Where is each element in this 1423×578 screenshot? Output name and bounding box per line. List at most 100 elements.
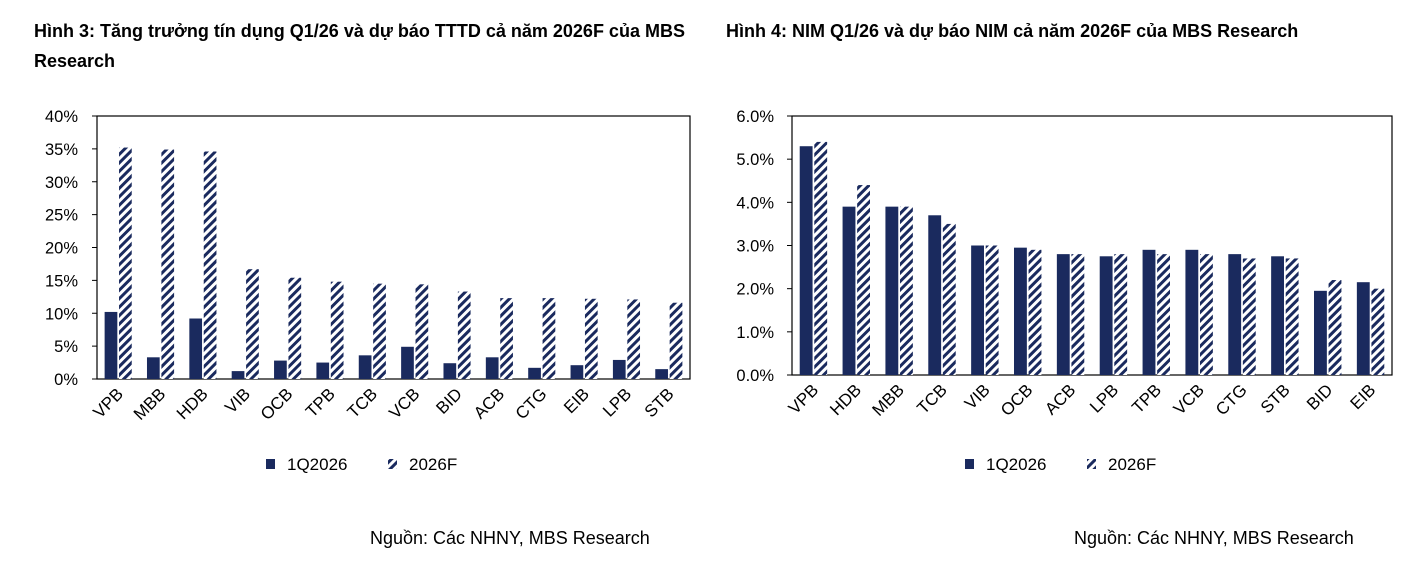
c1-bar-2026f-eib — [584, 298, 598, 379]
c2-legend-swatch — [1087, 459, 1096, 469]
c2-bar-2026f-stb — [1285, 258, 1299, 375]
c2-bar-1q2026-tpb — [1142, 249, 1156, 375]
c2-x-tick-label: LPB — [1086, 380, 1122, 416]
c1-bar-2026f-lpb — [627, 299, 641, 379]
c2-y-tick-label: 2.0% — [736, 281, 774, 299]
c2-bar-2026f-bid — [1328, 280, 1342, 375]
c2-bar-1q2026-eib — [1356, 282, 1370, 375]
c1-x-tick-label: TPB — [302, 384, 339, 421]
c1-bar-1q2026-lpb — [612, 359, 626, 379]
c1-bar-1q2026-mbb — [146, 357, 160, 379]
c1-bar-2026f-acb — [500, 298, 513, 379]
c2-y-tick-label: 4.0% — [736, 194, 774, 212]
c1-x-tick-label: LPB — [599, 384, 635, 420]
c2-x-tick-label: CTG — [1212, 380, 1251, 419]
c1-y-tick-label: 0% — [54, 371, 78, 389]
c1-legend-swatch — [266, 459, 275, 469]
c2-bar-2026f-vib — [985, 245, 999, 375]
c2-x-tick-label: ACB — [1041, 380, 1079, 418]
c2-bar-1q2026-lpb — [1099, 256, 1113, 375]
c2-bar-1q2026-hdb — [842, 206, 856, 375]
c1-bar-1q2026-acb — [485, 357, 499, 379]
c1-x-tick-label: TCB — [344, 384, 381, 421]
chart2-title: Hình 4: NIM Q1/26 và dự báo NIM cả năm 2… — [726, 21, 1299, 41]
c2-bar-1q2026-vcb — [1185, 249, 1199, 375]
c1-bar-2026f-mbb — [161, 149, 175, 379]
c2-x-tick-label: BID — [1303, 380, 1336, 413]
c1-x-tick-label: VCB — [385, 384, 423, 422]
c2-bar-2026f-acb — [1071, 254, 1085, 375]
c2-x-tick-label: TCB — [913, 380, 950, 417]
c1-x-tick-label: VPB — [90, 384, 127, 421]
c1-y-tick-label: 30% — [45, 174, 78, 192]
c1-bar-1q2026-vcb — [401, 346, 414, 379]
c2-bar-1q2026-ctg — [1228, 254, 1242, 375]
c1-x-tick-label: VIB — [221, 384, 254, 417]
c2-x-tick-label: MBB — [868, 380, 907, 419]
c1-x-tick-label: EIB — [560, 384, 593, 417]
c2-x-tick-label: STB — [1257, 380, 1294, 417]
c1-bar-1q2026-hdb — [189, 318, 203, 379]
c2-bar-2026f-ocb — [1028, 249, 1042, 375]
chart1-source: Nguồn: Các NHNY, MBS Research — [370, 528, 650, 548]
c2-bar-2026f-vpb — [814, 141, 828, 375]
c1-bar-2026f-tcb — [373, 283, 386, 379]
c1-y-tick-label: 20% — [45, 240, 78, 258]
c1-y-tick-label: 15% — [45, 272, 78, 290]
c1-bar-2026f-vcb — [415, 284, 429, 379]
c1-bar-1q2026-vib — [231, 371, 245, 379]
c1-y-tick-label: 35% — [45, 141, 78, 159]
c2-x-tick-label: VCB — [1170, 380, 1208, 418]
c1-x-tick-label: HDB — [173, 384, 212, 423]
c1-y-tick-label: 5% — [54, 338, 78, 356]
c1-bar-2026f-hdb — [203, 151, 217, 379]
c1-x-tick-label: CTG — [512, 384, 551, 423]
c1-bar-1q2026-bid — [443, 363, 457, 379]
c1-x-tick-label: BID — [432, 384, 465, 417]
c2-x-tick-label: EIB — [1347, 380, 1380, 413]
c1-bar-1q2026-stb — [655, 369, 668, 379]
c1-x-tick-label: STB — [641, 384, 678, 421]
c2-y-tick-label: 5.0% — [736, 151, 774, 169]
c1-bar-2026f-vib — [246, 269, 259, 379]
c1-bar-2026f-ocb — [288, 277, 302, 379]
nim-chart: 0.0% 1.0% 2.0% 3.0% 4.0% 5.0% 6.0% VPB HDB MBB TCB… — [736, 108, 1393, 474]
c2-x-tick-label: TPB — [1128, 380, 1165, 417]
c1-x-tick-label: ACB — [470, 384, 508, 422]
c2-bar-2026f-ctg — [1242, 258, 1256, 375]
c1-y-tick-label: 10% — [45, 305, 78, 323]
c1-bar-2026f-bid — [457, 291, 471, 379]
c1-bar-2026f-tpb — [330, 281, 344, 379]
c2-bar-1q2026-mbb — [885, 206, 899, 375]
c2-x-tick-label: VPB — [785, 380, 822, 417]
c1-bar-2026f-stb — [669, 302, 683, 379]
c1-x-tick-label: OCB — [257, 384, 296, 423]
credit-growth-chart: 0% 5% 10% 15% 20% 25% 30% 35% 40% VPB MBB HDB VIB OCB… — [45, 108, 691, 474]
c1-bar-1q2026-tpb — [316, 362, 330, 379]
c2-bar-1q2026-ocb — [1014, 247, 1027, 375]
c2-y-tick-label: 3.0% — [736, 238, 774, 256]
c2-legend-label: 1Q2026 — [986, 455, 1047, 474]
c2-bar-2026f-eib — [1371, 288, 1385, 375]
chart2-source: Nguồn: Các NHNY, MBS Research — [1074, 528, 1354, 548]
chart1-title: Hình 3: Tăng trưởng tín dụng Q1/26 và dự… — [34, 21, 685, 71]
c2-bar-2026f-tcb — [942, 223, 956, 375]
c2-y-tick-label: 1.0% — [736, 324, 774, 342]
c2-bar-1q2026-acb — [1056, 254, 1070, 375]
c2-bar-2026f-hdb — [857, 185, 870, 375]
c1-legend-label: 2026F — [409, 455, 457, 474]
c1-y-tick-label: 25% — [45, 207, 78, 225]
c1-bar-2026f-ctg — [542, 298, 556, 379]
c2-bar-2026f-mbb — [900, 206, 913, 375]
c1-bar-1q2026-ctg — [528, 367, 541, 379]
c1-legend-swatch — [388, 459, 397, 469]
c1-bar-2026f-vpb — [119, 147, 132, 379]
c1-plot-frame — [96, 115, 691, 380]
c1-y-tick-label: 40% — [45, 108, 78, 126]
c1-x-tick-label: MBB — [130, 384, 169, 423]
c1-bar-1q2026-eib — [570, 365, 584, 379]
c2-bar-2026f-tpb — [1157, 254, 1170, 375]
c2-bar-2026f-vcb — [1200, 254, 1213, 375]
c2-x-tick-label: HDB — [826, 380, 865, 419]
